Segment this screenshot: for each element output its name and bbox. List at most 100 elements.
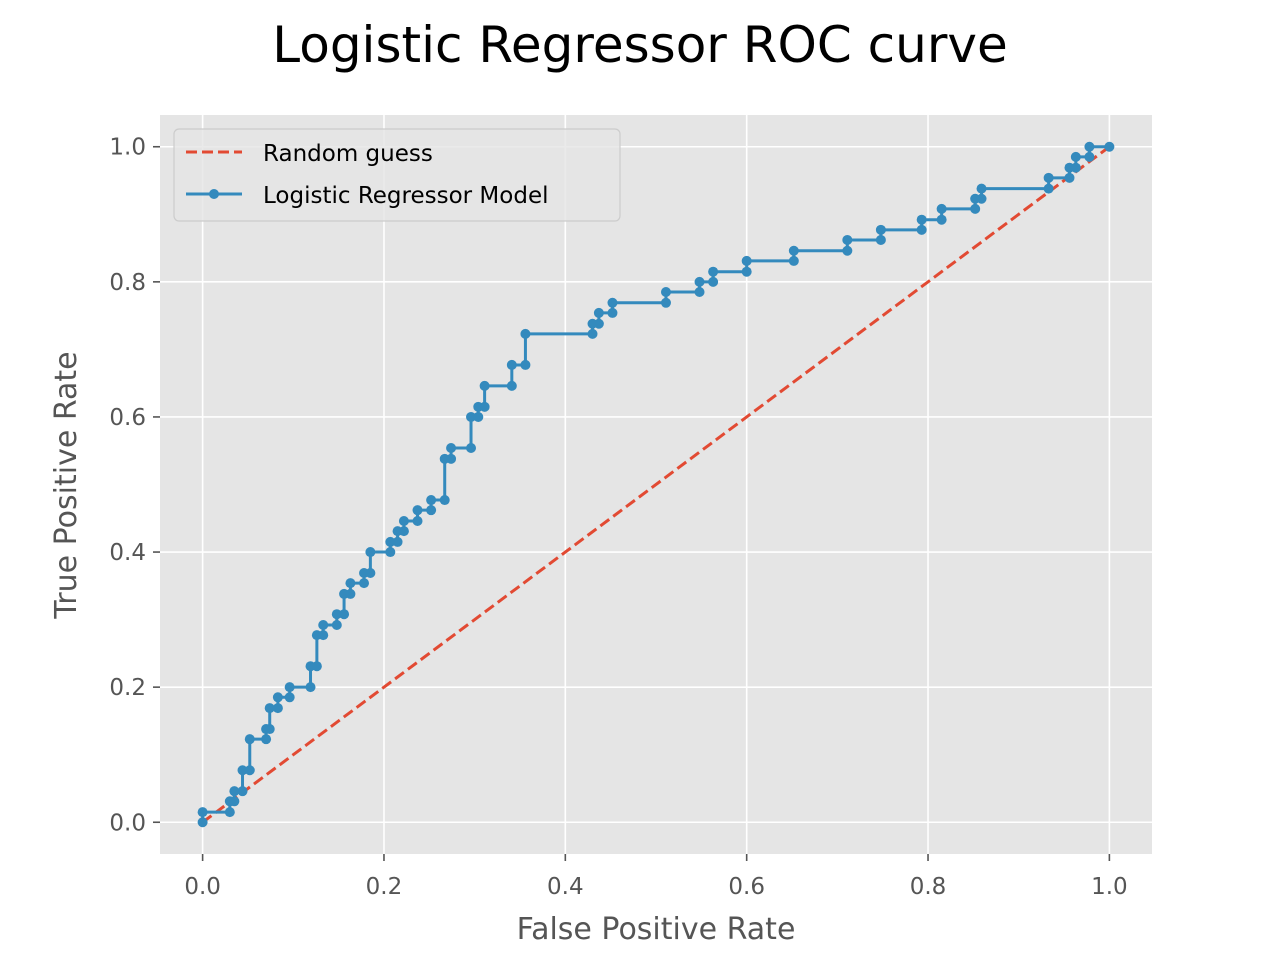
axis-ticks: 0.0 0.2 0.4 0.6 0.8 1.0 0.0 0.2 0.4 0.6 0.8 1.0 (109, 135, 1127, 900)
series-logistic-model-point (660, 297, 671, 308)
series-logistic-model-point (264, 703, 275, 714)
series-logistic-model-point (237, 786, 248, 797)
series-logistic-model-point (339, 609, 350, 620)
series-logistic-model-point (788, 245, 799, 256)
series-logistic-model-point (976, 193, 987, 204)
series-logistic-model-point (1104, 141, 1115, 152)
series-logistic-model-point (1064, 172, 1075, 183)
y-axis-label: True Positive Rate (49, 351, 84, 619)
series-logistic-model-point (875, 234, 886, 245)
series-logistic-model-point (970, 203, 981, 214)
series-layer (197, 141, 1115, 828)
series-logistic-model-point (426, 505, 437, 516)
series-logistic-model-point (842, 245, 853, 256)
series-logistic-model-point (331, 620, 342, 631)
series-logistic-model-point (466, 411, 477, 422)
series-logistic-model-point (237, 765, 248, 776)
series-logistic-model-point (593, 307, 604, 318)
series-logistic-model-point (359, 578, 370, 589)
x-tick-label-1: 0.2 (366, 874, 403, 900)
series-logistic-model-point (412, 515, 423, 526)
series-logistic-model-point (607, 307, 618, 318)
chart-title: Logistic Regressor ROC curve (272, 16, 1007, 74)
series-logistic-model-point (479, 401, 490, 412)
series-logistic-model-point (365, 547, 376, 558)
series-logistic-model-point (284, 682, 295, 693)
legend: Random guess Logistic Regressor Model (173, 128, 621, 222)
series-logistic-model-point (694, 286, 705, 297)
series-logistic-model-point (741, 255, 752, 266)
y-tick-label-2: 0.4 (109, 540, 146, 566)
series-logistic-model-point (345, 588, 356, 599)
x-tick-label-0: 0.0 (184, 874, 221, 900)
x-tick-label-2: 0.4 (547, 874, 584, 900)
series-logistic-model-point (311, 661, 322, 672)
series-logistic-model-point (331, 609, 342, 620)
series-logistic-model-point (1084, 151, 1095, 162)
series-logistic-model-point (318, 630, 329, 641)
series-logistic-model-point (936, 203, 947, 214)
y-tick-label-0: 0.0 (109, 810, 146, 836)
series-logistic-model-point (229, 786, 240, 797)
series-logistic-model-point (385, 547, 396, 558)
series-logistic-model-point (473, 411, 484, 422)
series-logistic-model-point (439, 495, 450, 506)
series-logistic-model-point (1043, 172, 1054, 183)
grid (160, 115, 1152, 854)
series-logistic-model-point (741, 266, 752, 277)
series-logistic-model-point (479, 380, 490, 391)
y-tick-label-5: 1.0 (109, 135, 146, 161)
series-logistic-model-point (264, 724, 275, 735)
series-logistic-model-point (520, 328, 531, 339)
series-logistic-model-point (520, 359, 531, 370)
series-logistic-model-point (398, 515, 409, 526)
series-logistic-model-point (345, 578, 356, 589)
series-logistic-model-point (875, 224, 886, 235)
series-logistic-model-point (224, 807, 235, 818)
series-logistic-model-point (272, 692, 283, 703)
series-logistic-model-point (976, 183, 987, 194)
series-logistic-model-point (506, 380, 517, 391)
y-tick-label-1: 0.2 (109, 675, 146, 701)
x-tick-label-5: 1.0 (1091, 874, 1128, 900)
series-logistic-model-point (1070, 151, 1081, 162)
series-logistic-model-point (842, 234, 853, 245)
series-logistic-model-point (392, 536, 403, 547)
series-logistic-model-point (244, 765, 255, 776)
series-logistic-model-point (660, 286, 671, 297)
series-logistic-model-point (1084, 141, 1095, 152)
series-logistic-model-point (412, 505, 423, 516)
series-logistic-model-point (318, 620, 329, 631)
series-logistic-model-point (426, 495, 437, 506)
x-tick-label-4: 0.8 (910, 874, 947, 900)
series-logistic-model-point (506, 359, 517, 370)
series-logistic-model-point (593, 318, 604, 329)
legend-entry-random-guess: Random guess (263, 141, 433, 167)
series-logistic-model-point (398, 526, 409, 537)
legend-entry-logistic-model: Logistic Regressor Model (263, 183, 548, 209)
series-logistic-model-point (446, 443, 457, 454)
series-logistic-model-point (708, 266, 719, 277)
series-logistic-model-point (1070, 162, 1081, 173)
series-logistic-model-point (694, 276, 705, 287)
series-logistic-model-point (708, 276, 719, 287)
series-logistic-model-point (466, 443, 477, 454)
x-tick-label-3: 0.6 (728, 874, 765, 900)
series-logistic-model-point (916, 214, 927, 225)
series-logistic-model-point (284, 692, 295, 703)
series-logistic-model-point (305, 682, 316, 693)
legend-box (173, 128, 621, 222)
series-logistic-model-point (1043, 183, 1054, 194)
series-logistic-model-point (197, 807, 208, 818)
series-logistic-model-point (788, 255, 799, 266)
series-logistic-model-point (261, 734, 272, 745)
series-logistic-model-point (244, 734, 255, 745)
x-axis-label: False Positive Rate (517, 912, 796, 947)
series-logistic-model-point (197, 817, 208, 828)
series-logistic-model-point (936, 214, 947, 225)
series-logistic-model-point (607, 297, 618, 308)
series-logistic-model-point (229, 796, 240, 807)
legend-marker-logistic-model (209, 189, 219, 199)
y-tick-label-4: 0.8 (109, 270, 146, 296)
